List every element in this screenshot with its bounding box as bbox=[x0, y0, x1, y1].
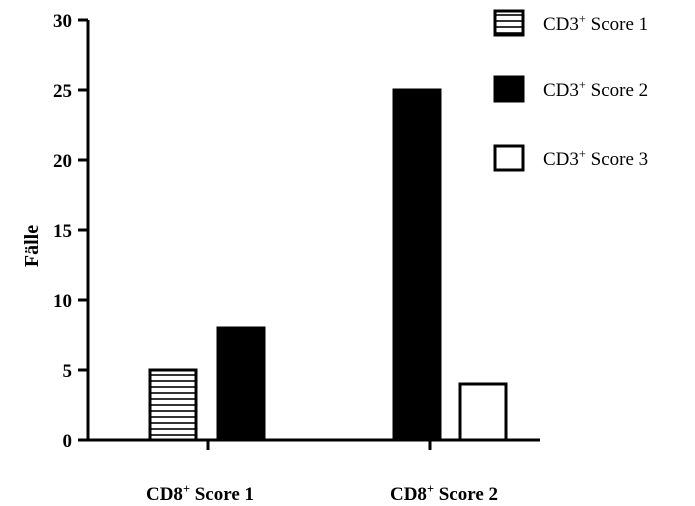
y-tick-label: 5 bbox=[63, 361, 73, 382]
label-superscript: + bbox=[183, 482, 190, 496]
label-base: CD3 bbox=[543, 149, 579, 170]
y-tick-label: 0 bbox=[63, 431, 73, 452]
legend-swatch bbox=[493, 9, 525, 37]
legend-entry: CD3+ Score 2 bbox=[543, 78, 648, 101]
label-superscript: + bbox=[427, 482, 434, 496]
label-base: CD3 bbox=[543, 14, 579, 35]
legend-entry: CD3+ Score 3 bbox=[543, 147, 648, 170]
category-labels: CD8+ Score 1 CD8+ Score 2 bbox=[146, 482, 498, 505]
y-tick-label: 20 bbox=[53, 151, 72, 172]
y-tick-label: 30 bbox=[53, 11, 72, 32]
label-rest: Score 1 bbox=[586, 14, 648, 35]
label-superscript: + bbox=[579, 78, 586, 92]
label-base: CD3 bbox=[543, 80, 579, 101]
category-label: CD8+ Score 2 bbox=[390, 482, 498, 505]
label-superscript: + bbox=[579, 147, 586, 161]
bar bbox=[392, 88, 442, 442]
label-rest: Score 2 bbox=[434, 484, 498, 505]
label-superscript: + bbox=[579, 12, 586, 26]
y-tick-label: 25 bbox=[53, 81, 72, 102]
label-rest: Score 3 bbox=[586, 149, 648, 170]
legend-swatch bbox=[493, 75, 525, 103]
label-rest: Score 1 bbox=[190, 484, 254, 505]
y-tick-label: 15 bbox=[53, 221, 72, 242]
y-tick-label: 10 bbox=[53, 291, 72, 312]
bar bbox=[216, 326, 266, 442]
y-tick-labels: 0 5 10 15 20 25 30 bbox=[53, 11, 72, 452]
category-label: CD8+ Score 1 bbox=[146, 482, 254, 505]
bars bbox=[148, 88, 508, 442]
label-base: CD8 bbox=[146, 484, 183, 505]
y-axis-label: Fälle bbox=[21, 225, 43, 267]
bar bbox=[148, 368, 198, 442]
label-base: CD8 bbox=[390, 484, 427, 505]
legend-entry: CD3+ Score 1 bbox=[543, 12, 648, 35]
label-rest: Score 2 bbox=[586, 80, 648, 101]
legend-swatch bbox=[493, 144, 525, 172]
bar bbox=[458, 382, 508, 442]
